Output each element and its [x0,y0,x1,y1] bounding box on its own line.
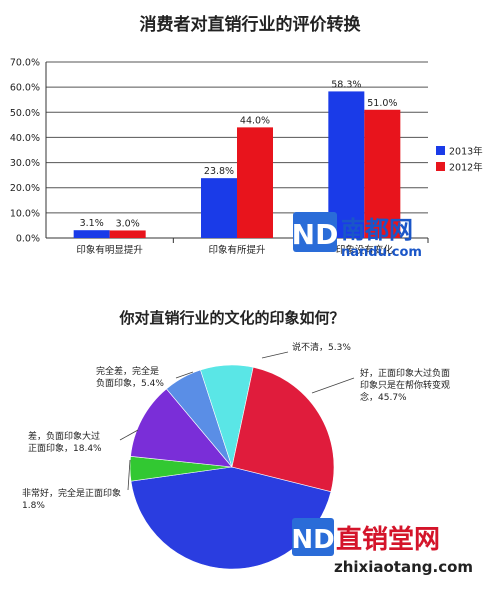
pie-label: 印象只是在帮你转变观 [360,379,450,391]
legend-label: 2012年 [449,162,483,174]
bar-data-label: 58.3% [331,79,361,90]
pie-label: 1.8% [22,501,45,511]
bar-data-label: 3.0% [116,218,140,229]
watermark-zhixiaotang: ND 直销堂网 zhixiaotang.com [291,518,473,576]
pie-label: 完全差，完全是 [96,365,159,377]
pie-label: 非常好，完全是正面印象 [22,487,121,499]
x-tick-label: 印象有明显提升 [76,244,143,256]
bar-legend: 2013年 2012年 [436,146,483,174]
bar [109,230,146,238]
x-tick-label: 印象没有变化 [336,244,394,256]
watermark-logo: ND [292,218,339,251]
watermark-text: 直销堂网 [336,525,440,555]
pie-label: 说不清，5.3% [292,341,351,353]
bar-data-label: 51.0% [367,98,397,109]
pie-label: 正面印象，18.4% [28,442,102,454]
y-tick-label: 30.0% [10,158,40,169]
leader-line [311,377,355,394]
bar-data-label: 23.8% [204,166,234,177]
bar-y-axis: 0.0% 10.0% 20.0% 30.0% 40.0% 50.0% 60.0% 70.0% [10,58,40,245]
pie-label: 差，负面印象大过 [28,430,100,442]
bar-data-label: 3.1% [80,218,104,229]
y-tick-label: 0.0% [16,234,40,245]
pie-slice [231,366,335,493]
bar [201,178,237,238]
pie-leader-lines [119,351,355,491]
pie-label: 好，正面印象大过负面 [360,367,450,379]
y-tick-label: 10.0% [10,208,40,219]
bar-marks: 3.1% 3.0% 23.8% 44.0% 58.3% 51.0% [73,79,401,239]
bar [364,109,401,239]
y-tick-label: 70.0% [10,58,40,69]
bar-data-label: 44.0% [240,115,270,126]
y-tick-label: 40.0% [10,133,40,144]
x-tick-label: 印象有所提升 [208,244,266,256]
leader-line [261,351,289,359]
legend-label: 2013年 [449,146,483,158]
y-tick-label: 60.0% [10,83,40,94]
watermark-logo: ND [291,525,334,555]
pie-slices [129,364,335,570]
watermark-nandu: ND 南都网 nandu.com [292,212,422,260]
bar [237,127,273,238]
legend-swatch [436,146,445,155]
bar-chart-title: 消费者对直销行业的评价转换 [140,14,362,35]
bar-x-axis: 印象有明显提升 印象有所提升 印象没有变化 [76,238,429,256]
y-tick-label: 50.0% [10,108,40,119]
pie-chart-title: 你对直销行业的文化的印象如何？ [118,309,344,327]
watermark-sub: zhixiaotang.com [334,558,473,576]
y-tick-label: 20.0% [10,183,40,194]
bar [73,230,110,238]
pie-label: 念，45.7% [360,391,407,403]
watermark-sub: nandu.com [341,245,422,260]
leader-line [127,459,131,491]
pie-label: 负面印象，5.4% [96,377,164,389]
legend-swatch [436,162,445,171]
pie-slice [130,388,233,468]
leader-line [119,429,139,441]
leader-line [175,371,194,379]
watermark-text: 南都网 [341,216,413,244]
